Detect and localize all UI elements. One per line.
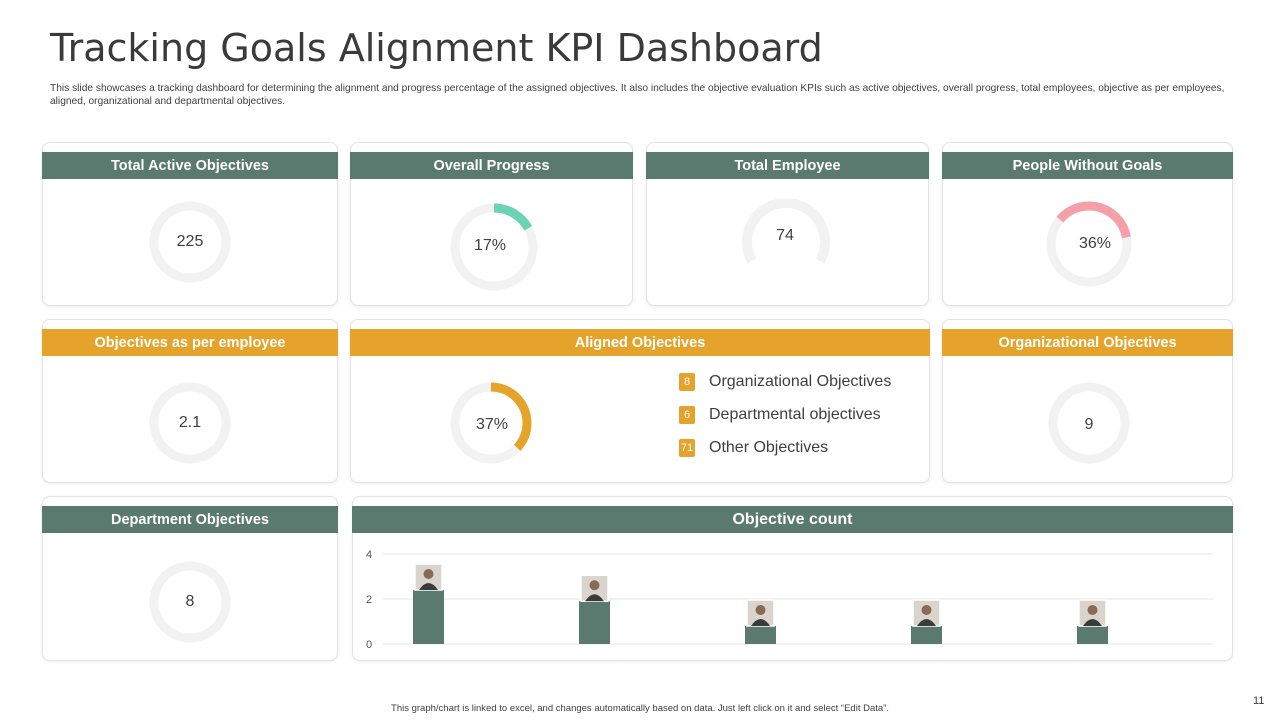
- card-total-active-objectives: Total Active Objectives 225: [42, 142, 338, 306]
- legend-item-other: 71 Other Objectives: [679, 439, 828, 457]
- bar-2: [579, 601, 610, 644]
- card-objective-count: Objective count 0 2 4: [352, 496, 1233, 661]
- donut-chart: [742, 199, 830, 264]
- bar-1: [413, 590, 444, 644]
- footer-note: This graph/chart is linked to excel, and…: [391, 703, 889, 714]
- donut-chart: [149, 201, 231, 283]
- progress-arc: [450, 203, 538, 291]
- legend-item-departmental: 6 Departmental objectives: [679, 406, 881, 424]
- chart-title: Objective count: [352, 506, 1233, 533]
- avatar-icon: [746, 599, 775, 627]
- card-header: Aligned Objectives: [350, 329, 930, 356]
- kpi-value: 74: [776, 227, 794, 244]
- card-people-without-goals: People Without Goals 36%: [942, 142, 1233, 306]
- kpi-value: 17%: [473, 237, 507, 254]
- legend-label: Other Objectives: [709, 439, 829, 456]
- page-title: Tracking Goals Alignment KPI Dashboard: [50, 26, 823, 70]
- bar-3: [745, 626, 776, 644]
- kpi-value: 225: [176, 233, 204, 250]
- card-header: People Without Goals: [942, 152, 1233, 179]
- card-header: Total Employee: [646, 152, 929, 179]
- legend-item-organizational: 8 Organizational Objectives: [679, 373, 891, 391]
- kpi-value: 36%: [1078, 235, 1112, 252]
- card-header: Objectives as per employee: [42, 329, 338, 356]
- avatar-icon: [912, 599, 941, 627]
- donut-chart: [149, 561, 231, 643]
- bar-4: [911, 626, 942, 644]
- y-tick-label: 2: [366, 594, 372, 606]
- avatar-icon: [414, 563, 443, 591]
- kpi-value: 9: [1084, 416, 1094, 433]
- card-objectives-per-employee: Objectives as per employee 2.1: [42, 319, 338, 483]
- bar-5: [1077, 626, 1108, 644]
- page-subtitle: This slide showcases a tracking dashboar…: [50, 83, 1225, 107]
- y-tick-label: 4: [366, 549, 372, 561]
- kpi-value: 2.1: [178, 414, 202, 431]
- legend-badge: 8: [679, 373, 695, 391]
- kpi-value: 8: [185, 593, 195, 610]
- legend-badge: 6: [679, 406, 695, 424]
- card-organizational-objectives: Organizational Objectives 9: [942, 319, 1233, 483]
- progress-donut: [1046, 201, 1132, 287]
- card-aligned-objectives: Aligned Objectives 37% 8 Organizational …: [350, 319, 930, 483]
- avatar-icon: [1078, 599, 1107, 627]
- kpi-value: 37%: [475, 416, 509, 433]
- avatar-icon: [580, 574, 609, 602]
- card-header: Total Active Objectives: [42, 152, 338, 179]
- page-number: 11: [1253, 695, 1265, 707]
- legend-badge: 71: [679, 439, 695, 457]
- y-tick-label: 0: [366, 639, 372, 651]
- legend-label: Departmental objectives: [709, 406, 881, 423]
- progress-donut: [450, 382, 532, 464]
- objective-count-chart: 0 2 4: [366, 549, 1213, 651]
- progress-arc: [450, 382, 532, 464]
- card-overall-progress: Overall Progress 17%: [350, 142, 633, 306]
- card-header: Organizational Objectives: [942, 329, 1233, 356]
- legend-label: Organizational Objectives: [709, 373, 892, 390]
- donut-chart: [149, 382, 231, 464]
- card-header: Department Objectives: [42, 506, 338, 533]
- donut-chart: [1048, 382, 1130, 464]
- progress-donut: [450, 203, 538, 291]
- card-department-objectives: Department Objectives 8: [42, 496, 338, 661]
- card-header: Overall Progress: [350, 152, 633, 179]
- card-total-employee: Total Employee 74: [646, 142, 929, 306]
